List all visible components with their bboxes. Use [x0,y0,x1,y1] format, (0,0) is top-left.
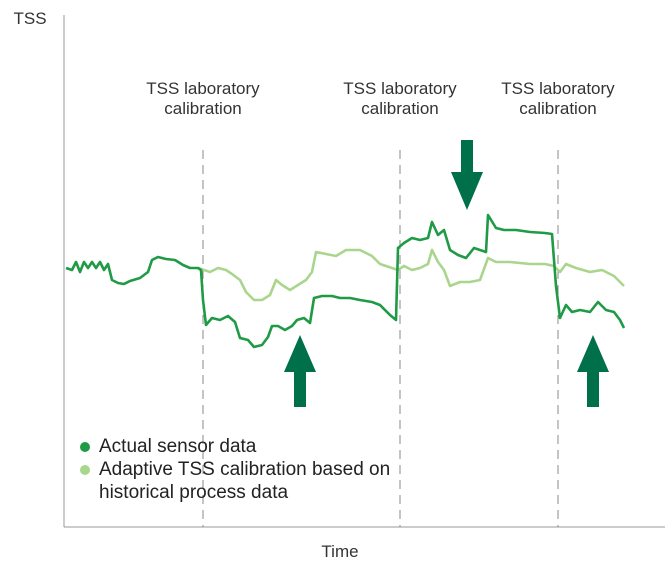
x-axis-label: Time [321,542,358,561]
legend-label: Adaptive TSS calibration based on histor… [99,459,391,503]
series-line [197,248,625,302]
legend: Actual sensor data Adaptive TSS calibrati… [78,435,408,504]
arrows [284,140,609,407]
legend-swatch [80,465,90,475]
arrow-up [577,335,609,407]
series-line [65,213,626,349]
y-axis-label: TSS [13,9,46,28]
arrow-up [284,335,316,407]
marks [65,150,626,527]
annotation: TSS laboratory calibration [478,79,638,119]
arrow-down [451,140,483,210]
legend-swatch [80,442,90,452]
legend-item: Actual sensor data [78,435,408,458]
annotation: TSS laboratory calibration [123,79,283,119]
legend-label: Actual sensor data [99,436,257,457]
legend-item: Adaptive TSS calibration based on histor… [78,458,408,504]
annotation: TSS laboratory calibration [320,79,480,119]
